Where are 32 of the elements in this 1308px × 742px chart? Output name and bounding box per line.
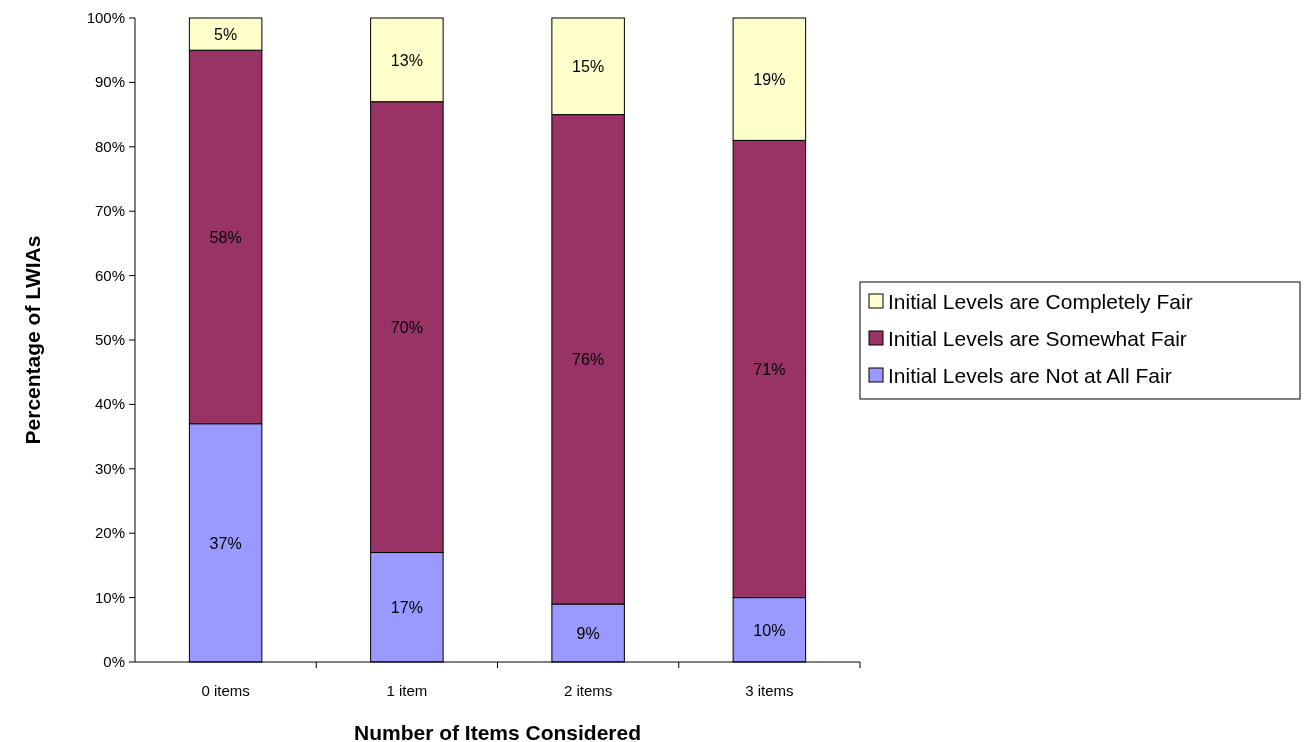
data-label: 19% — [753, 71, 786, 89]
y-tick-label: 60% — [94, 266, 125, 284]
x-tick-label: 2 items — [563, 682, 613, 699]
data-label: 13% — [390, 51, 423, 69]
legend-label: Initial Levels are Somewhat Fair — [888, 327, 1187, 350]
data-label: 15% — [572, 58, 605, 76]
x-tick-label: 0 items — [201, 682, 250, 699]
y-tick-label: 10% — [94, 588, 125, 606]
y-tick-label: 40% — [94, 395, 125, 413]
y-tick-label: 50% — [94, 331, 125, 348]
x-tick-label: 1 item — [386, 682, 428, 699]
y-tick-label: 80% — [94, 137, 125, 155]
data-label: 37% — [209, 534, 242, 552]
y-tick-label: 30% — [94, 459, 125, 477]
data-label: 5% — [214, 26, 238, 44]
legend-label: Initial Levels are Not at All Fair — [888, 364, 1172, 387]
y-tick-label: 100% — [86, 9, 125, 26]
x-axis-title: Number of Items Considered — [353, 721, 642, 742]
data-label: 9% — [576, 625, 600, 643]
data-label: 71% — [753, 360, 786, 378]
data-label: 17% — [390, 599, 423, 617]
y-tick-label: 0% — [103, 653, 125, 670]
x-tick-label: 3 items — [745, 682, 794, 699]
data-label: 70% — [390, 319, 423, 337]
data-label: 58% — [209, 228, 242, 246]
y-tick-label: 20% — [94, 524, 125, 542]
data-label: 76% — [572, 351, 605, 369]
y-axis-title: Percentage of LWIAs — [21, 235, 44, 445]
legend-label: Initial Levels are Completely Fair — [888, 290, 1193, 313]
y-tick-label: 90% — [94, 73, 125, 91]
data-label: 10% — [753, 621, 786, 639]
y-tick-label: 70% — [94, 202, 125, 220]
